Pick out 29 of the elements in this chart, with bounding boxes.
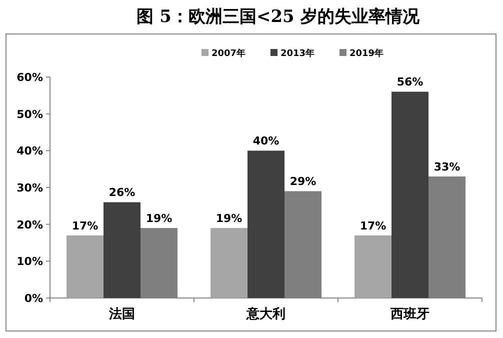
- bar: [248, 150, 284, 298]
- chart-title: 图 5：欧洲三国<25 岁的失业率情况: [136, 7, 420, 27]
- x-tick-label: 法国: [108, 307, 135, 322]
- y-tick-label: 50%: [16, 108, 43, 121]
- bar: [66, 235, 104, 298]
- bar: [210, 228, 248, 298]
- data-label: 19%: [146, 212, 172, 226]
- legend-label: 2007年: [212, 48, 246, 59]
- y-tick-label: 60%: [16, 71, 43, 84]
- data-label: 40%: [252, 134, 280, 148]
- data-label: 56%: [396, 76, 424, 89]
- data-label: 29%: [290, 175, 316, 188]
- y-tick-label: 0%: [24, 292, 43, 305]
- data-label: 19%: [216, 212, 242, 226]
- legend-label: 2013年: [280, 48, 315, 59]
- bar: [354, 235, 392, 298]
- y-tick-label: 10%: [16, 255, 43, 268]
- x-tick-label: 意大利: [246, 306, 286, 322]
- data-label: 33%: [434, 160, 460, 174]
- bar: [392, 92, 428, 298]
- y-tick-label: 20%: [16, 218, 43, 232]
- data-label: 26%: [108, 186, 136, 200]
- data-label: 17%: [72, 219, 98, 232]
- data-label: 17%: [360, 219, 386, 232]
- x-tick-label: 西班牙: [390, 307, 430, 322]
- legend-label: 2019年: [350, 48, 384, 59]
- bar: [104, 202, 140, 298]
- y-tick-label: 40%: [16, 144, 43, 158]
- y-tick-label: 30%: [16, 182, 43, 194]
